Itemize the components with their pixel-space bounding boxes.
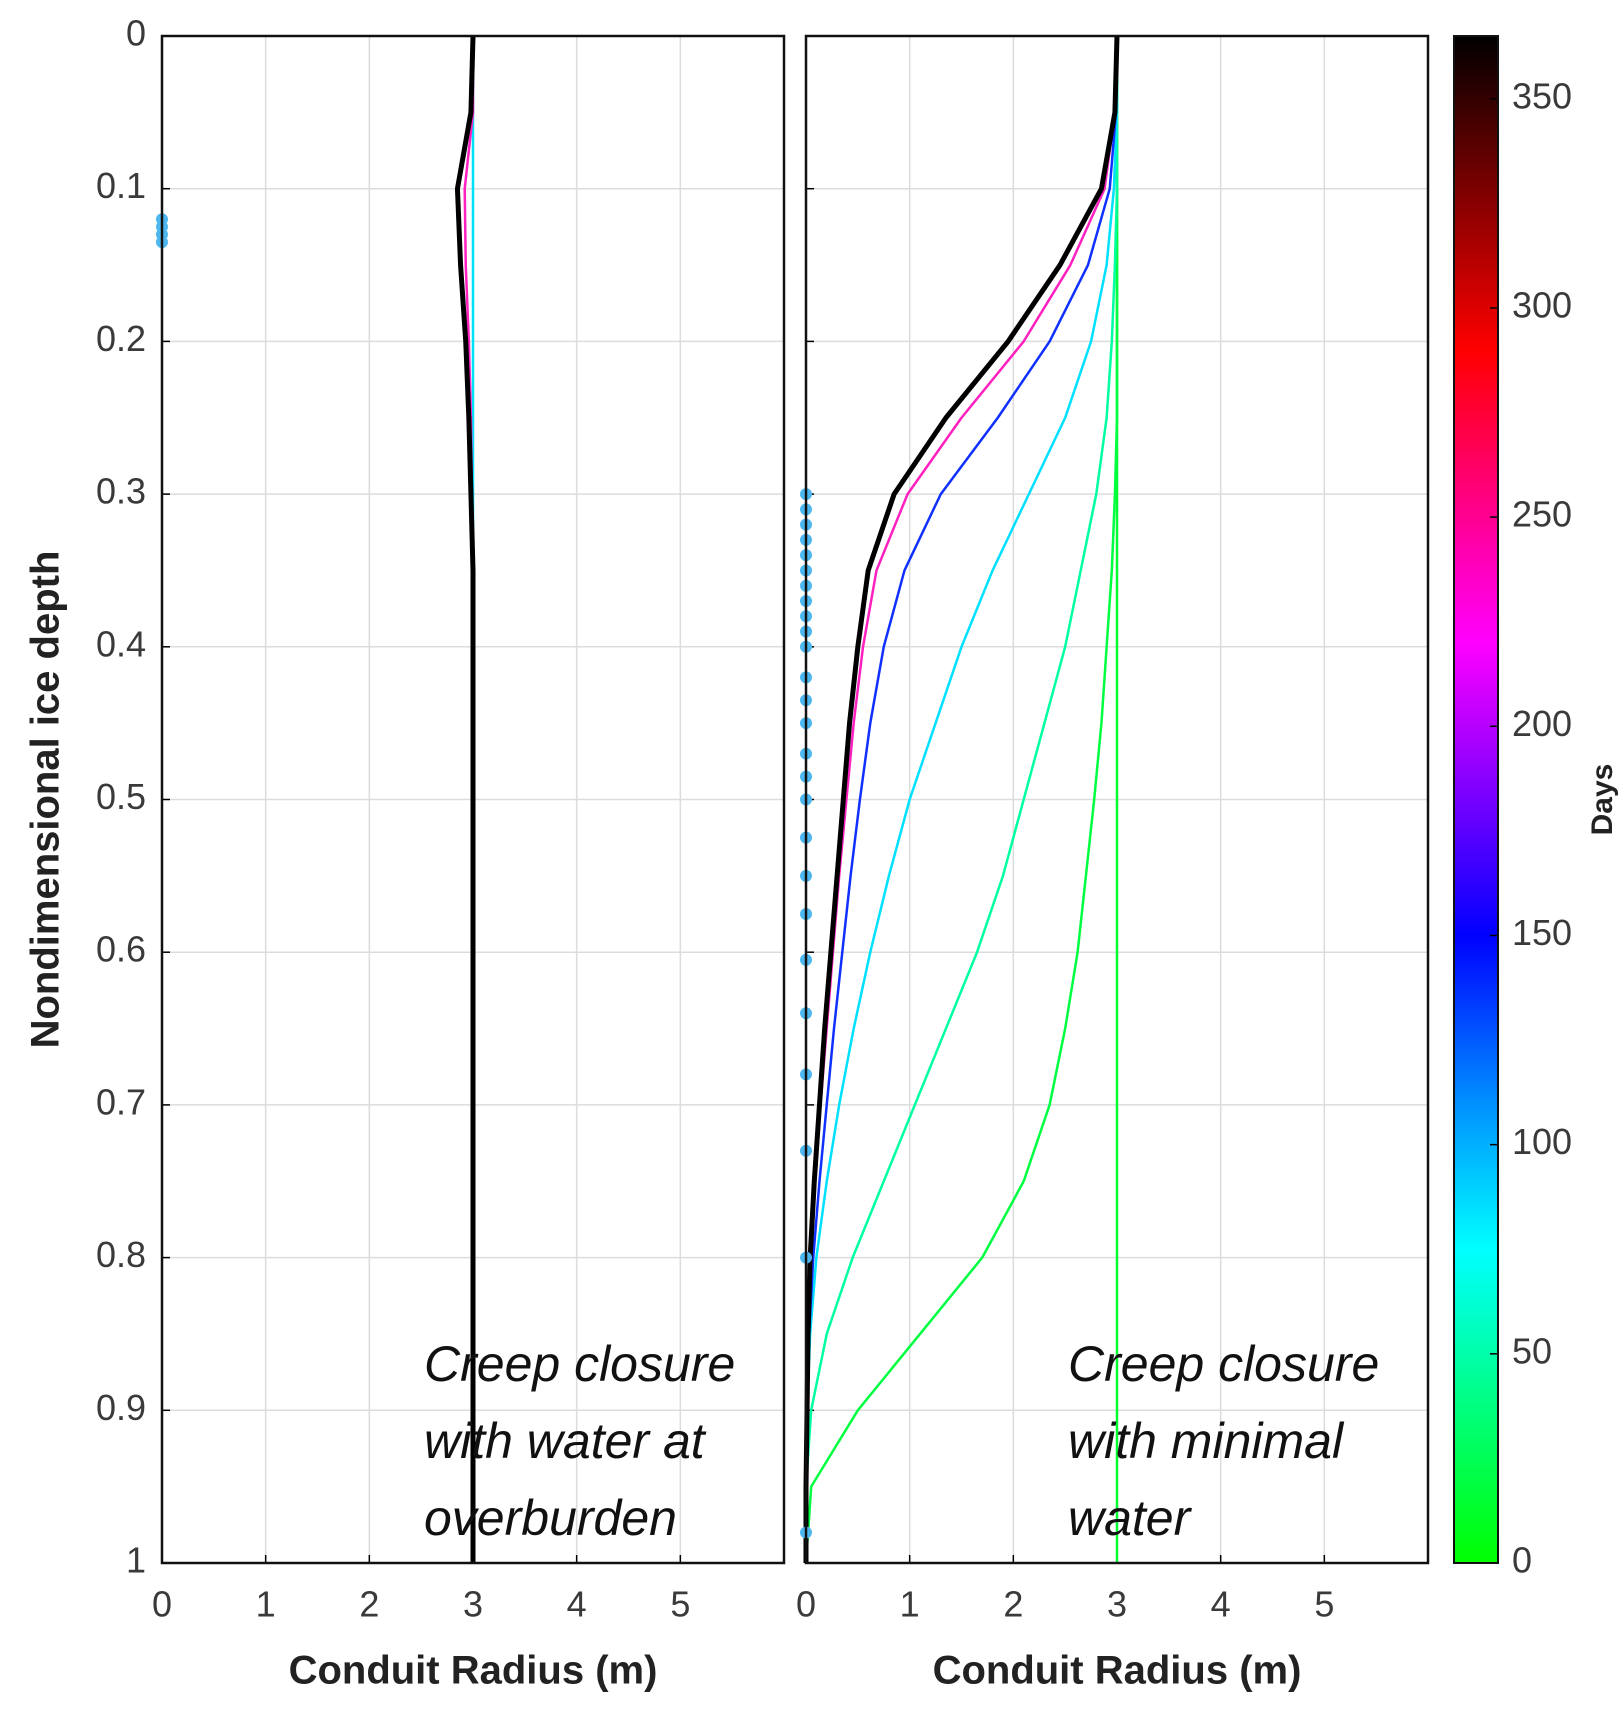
y-tick-label: 0.8 bbox=[96, 1234, 146, 1275]
x-tick-label: 2 bbox=[359, 1584, 379, 1625]
y-tick-label: 0.7 bbox=[96, 1081, 146, 1122]
x-tick-label: 1 bbox=[256, 1584, 276, 1625]
x-tick-label: 5 bbox=[1314, 1584, 1334, 1625]
y-tick-label: 0.4 bbox=[96, 623, 146, 664]
annotation: with minimal bbox=[1068, 1413, 1345, 1469]
colorbar-tick-label: 300 bbox=[1512, 284, 1572, 325]
y-tick-label: 0.3 bbox=[96, 471, 146, 512]
y-tick-label: 0.1 bbox=[96, 165, 146, 206]
x-axis-label: Conduit Radius (m) bbox=[289, 1649, 658, 1693]
annotation: Creep closure bbox=[424, 1336, 735, 1392]
y-tick-label: 0 bbox=[126, 13, 146, 54]
y-axis-label: Nondimensional ice depth bbox=[24, 551, 68, 1049]
colorbar-label: Days bbox=[1586, 764, 1619, 836]
colorbar-tick-label: 350 bbox=[1512, 75, 1572, 116]
colorbar-tick-label: 50 bbox=[1512, 1330, 1552, 1371]
x-tick-label: 2 bbox=[1003, 1584, 1023, 1625]
annotation: Creep closure bbox=[1068, 1336, 1379, 1392]
y-tick-label: 1 bbox=[126, 1540, 146, 1581]
x-tick-label: 4 bbox=[567, 1584, 587, 1625]
x-tick-label: 0 bbox=[152, 1584, 172, 1625]
y-tick-label: 0.5 bbox=[96, 776, 146, 817]
annotation: overburden bbox=[424, 1490, 677, 1546]
x-tick-label: 5 bbox=[670, 1584, 690, 1625]
colorbar bbox=[1454, 36, 1498, 1563]
profile-line bbox=[804, 36, 1119, 1563]
profile-line bbox=[804, 36, 1119, 1564]
colorbar-tick-label: 200 bbox=[1512, 703, 1572, 744]
x-axis-label: Conduit Radius (m) bbox=[933, 1649, 1302, 1693]
annotation: water bbox=[1068, 1490, 1193, 1546]
axes-frame bbox=[160, 34, 786, 1565]
colorbar-tick-label: 150 bbox=[1512, 912, 1572, 953]
profile-line bbox=[804, 36, 1119, 1563]
axes-frame bbox=[804, 34, 1430, 1565]
x-tick-label: 3 bbox=[1107, 1584, 1127, 1625]
colorbar-tick-label: 250 bbox=[1512, 494, 1572, 535]
x-tick-label: 3 bbox=[463, 1584, 483, 1625]
colorbar-tick-label: 0 bbox=[1512, 1540, 1532, 1581]
profile-line bbox=[803, 35, 1120, 1563]
profile-line bbox=[454, 35, 476, 1563]
y-tick-label: 0.9 bbox=[96, 1387, 146, 1428]
colorbar-frame bbox=[1453, 35, 1499, 1564]
x-tick-label: 4 bbox=[1211, 1584, 1231, 1625]
y-tick-label: 0.2 bbox=[96, 318, 146, 359]
annotation: with water at bbox=[424, 1413, 707, 1469]
y-tick-label: 0.6 bbox=[96, 929, 146, 970]
x-tick-label: 1 bbox=[900, 1584, 920, 1625]
colorbar-tick-label: 100 bbox=[1512, 1121, 1572, 1162]
x-tick-label: 0 bbox=[796, 1584, 816, 1625]
